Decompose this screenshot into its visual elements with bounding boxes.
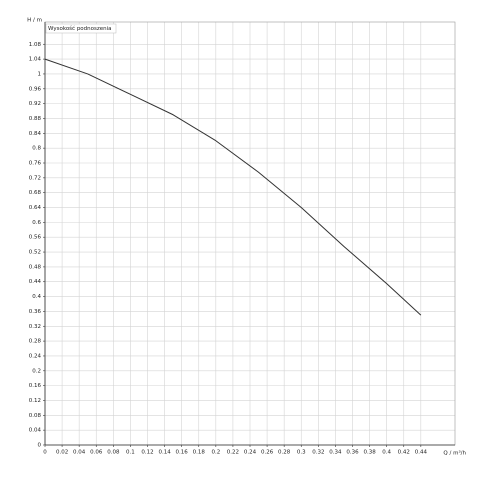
x-tick-label: 0.18	[193, 450, 206, 456]
x-axis-label: Q / m³/h	[443, 450, 466, 457]
y-tick-label: 0.92	[29, 101, 41, 107]
x-tick-label: 0.38	[363, 450, 376, 456]
x-tick-label: 0	[43, 450, 47, 456]
y-tick-label: 0.48	[29, 264, 42, 270]
x-tick-label: 0.16	[176, 450, 189, 456]
y-tick-label: 0	[38, 443, 42, 449]
x-tick-label: 0.26	[261, 450, 274, 456]
x-tick-label: 0.08	[107, 450, 120, 456]
x-tick-label: 0.1	[126, 450, 135, 456]
y-tick-label: 0.16	[29, 383, 42, 389]
x-tick-label: 0.42	[398, 450, 410, 456]
y-tick-label: 0.76	[29, 161, 42, 167]
x-tick-label: 0.44	[415, 450, 428, 456]
y-tick-label: 1	[38, 71, 42, 77]
y-tick-label: 0.72	[29, 175, 41, 181]
x-tick-label: 0.4	[382, 450, 391, 456]
y-tick-label: 0.12	[29, 398, 41, 404]
x-tick-label: 0.22	[227, 450, 239, 456]
x-tick-label: 0.32	[312, 450, 324, 456]
y-tick-label: 0.04	[29, 428, 42, 434]
y-tick-label: 0.96	[29, 86, 42, 92]
y-tick-label: 0.56	[29, 235, 42, 241]
data-line	[44, 58, 422, 316]
x-tick-label: 0.12	[141, 450, 153, 456]
x-tick-label: 0.04	[73, 450, 86, 456]
y-tick-label: 1.04	[29, 57, 42, 63]
y-tick-label: 0.2	[32, 368, 41, 374]
x-tick-label: 0.34	[329, 450, 342, 456]
y-tick-label: 0.36	[29, 309, 42, 315]
y-tick-label: 0.24	[29, 353, 42, 359]
y-tick-label: 1.08	[29, 42, 42, 48]
y-tick-label: 0.4	[32, 294, 41, 300]
x-tick-label: 0.24	[244, 450, 257, 456]
x-tick-label: 0.02	[56, 450, 68, 456]
y-tick-label: 0.8	[32, 146, 41, 152]
y-tick-label: 0.84	[29, 131, 42, 137]
x-tick-label: 0.06	[90, 450, 103, 456]
y-axis-label: H / m	[27, 18, 42, 24]
y-tick-label: 0.68	[29, 190, 42, 196]
y-tick-label: 0.6	[32, 220, 41, 226]
x-tick-label: 0.2	[211, 450, 220, 456]
y-tick-label: 0.08	[29, 413, 42, 419]
title-box	[45, 23, 117, 34]
chart-title: Wysokość podnoszenia	[48, 25, 112, 32]
y-tick-label: 0.28	[29, 339, 42, 345]
y-tick-label: 0.52	[29, 250, 41, 256]
x-tick-label: 0.14	[158, 450, 171, 456]
y-tick-label: 0.88	[29, 116, 42, 122]
x-tick-label: 0.28	[278, 450, 291, 456]
x-tick-label: 0.36	[346, 450, 359, 456]
x-tick-label: 0.3	[297, 450, 306, 456]
y-tick-label: 0.44	[29, 279, 42, 285]
y-tick-label: 0.32	[29, 324, 41, 330]
y-tick-label: 0.64	[29, 205, 42, 211]
